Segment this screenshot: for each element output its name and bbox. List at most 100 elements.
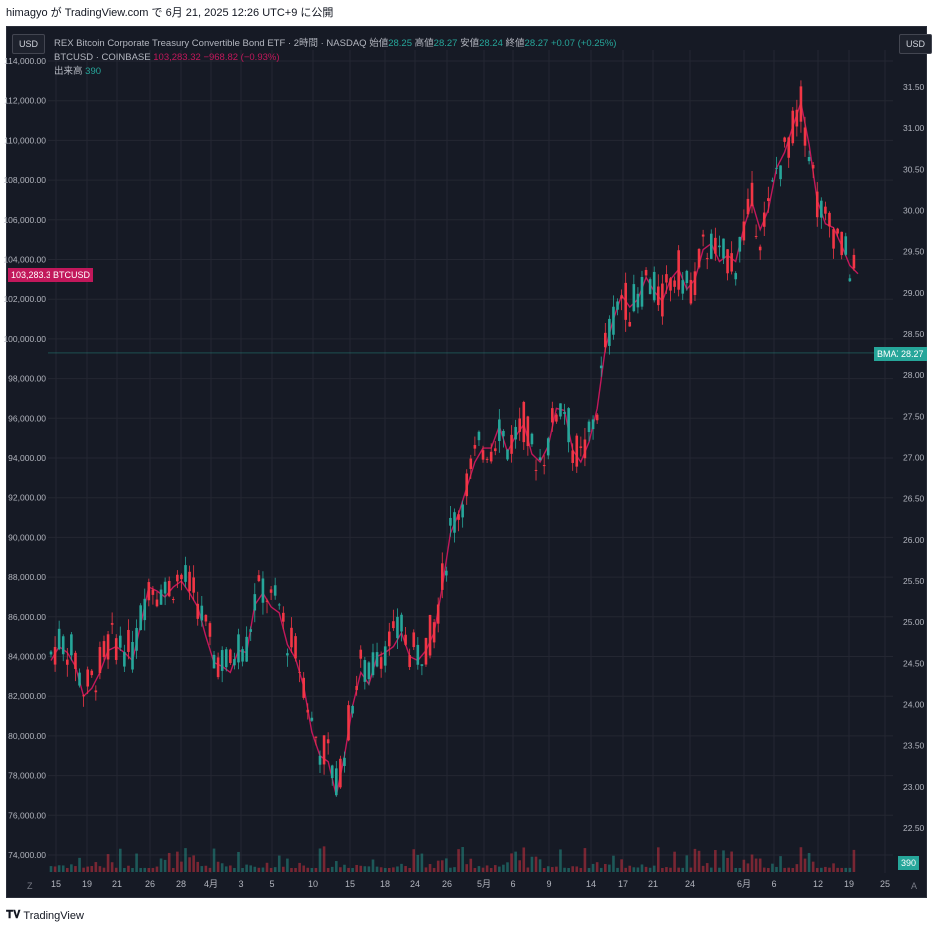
candle-body — [652, 271, 656, 301]
candle-body — [685, 270, 689, 284]
x-axis-tick: 26 — [442, 879, 452, 889]
left-unit-button[interactable]: USD — [12, 34, 46, 54]
x-axis-tick: 6月 — [737, 879, 751, 889]
right-axis-tick: 26.50 — [903, 494, 925, 504]
volume-bar — [326, 867, 330, 872]
btc-line — [50, 99, 859, 796]
candle-body — [265, 600, 269, 602]
candle-body — [498, 419, 501, 442]
volume-bar — [811, 861, 815, 872]
candle-body — [420, 664, 424, 666]
candle-body — [669, 278, 672, 291]
candle-body — [599, 365, 603, 369]
volume-bar — [196, 861, 200, 872]
volume-bar — [220, 863, 224, 872]
candle-body — [188, 571, 191, 592]
volume-bar — [335, 861, 338, 872]
volume-bar — [180, 861, 183, 872]
volume-bar — [212, 848, 216, 872]
candle-body — [632, 284, 636, 312]
volume-bar — [526, 867, 530, 872]
candle-body — [208, 623, 212, 637]
x-axis-tick: 18 — [380, 879, 390, 889]
candle-body — [94, 690, 98, 693]
volume-bar — [538, 859, 542, 872]
volume-bar — [347, 867, 350, 872]
volume-bar — [758, 858, 762, 872]
legend-open-value: 28.25 — [388, 38, 412, 49]
x-axis-tick: 6 — [510, 879, 515, 889]
volume-bar — [559, 849, 562, 872]
legend-close-value: 28.27 — [524, 38, 549, 49]
candle-body — [530, 433, 534, 445]
candle-body — [542, 464, 546, 467]
chart-legend: REX Bitcoin Corporate Treasury Convertib… — [54, 37, 616, 79]
x-axis-tick: 19 — [844, 879, 854, 889]
x-axis-tick: 5 — [269, 879, 274, 889]
volume-bar — [673, 851, 676, 872]
volume-bar — [314, 867, 318, 872]
volume-bar — [640, 864, 644, 872]
candle-body — [620, 295, 623, 299]
candle-body — [302, 677, 305, 698]
volume-bar — [530, 856, 534, 872]
candle-body — [269, 589, 273, 593]
candle-body — [750, 182, 754, 207]
volume-bar — [579, 867, 583, 872]
volume-bar — [591, 863, 595, 872]
right-axis-tick: 27.50 — [903, 411, 925, 421]
candle-body — [665, 274, 668, 283]
candle-body — [432, 622, 436, 643]
candle-body — [775, 167, 778, 169]
candle-body — [815, 191, 819, 218]
candle-body — [53, 646, 57, 665]
volume-bar — [216, 861, 220, 872]
volume-bar — [648, 867, 652, 872]
volume-bar — [546, 866, 550, 872]
volume-bar — [139, 867, 142, 872]
candle-body — [367, 662, 371, 680]
left-axis-tick: 98,000.00 — [8, 374, 46, 384]
candle-body — [131, 641, 134, 670]
candle-body — [848, 278, 852, 282]
candle-body — [673, 280, 676, 287]
tradingview-logo[interactable]: 𝐓𝐕 TradingView — [6, 909, 84, 922]
volume-bar — [253, 866, 257, 872]
x-axis-tick: 25 — [880, 879, 890, 889]
left-axis-tick: 74,000.00 — [8, 850, 46, 860]
candle-body — [61, 636, 65, 655]
volume-bar — [714, 850, 717, 872]
volume-bar — [848, 867, 852, 872]
volume-bar — [697, 850, 701, 872]
candle-body — [237, 634, 240, 663]
candle-body — [371, 652, 375, 676]
btc-price-badge: 103,283.32 — [8, 268, 60, 282]
candle-body — [229, 649, 232, 663]
candle-body — [98, 647, 102, 673]
candle-body — [852, 254, 856, 269]
zoom-button[interactable]: Z — [27, 881, 33, 891]
candle-body — [502, 430, 505, 437]
volume-bar — [779, 856, 782, 872]
candle-body — [449, 517, 452, 526]
tv-logo-text: TradingView — [23, 909, 84, 922]
candle-body — [359, 649, 363, 659]
candle-body — [400, 614, 403, 632]
right-unit-button[interactable]: USD — [899, 34, 933, 54]
candle-body — [551, 408, 554, 423]
volume-bar — [257, 867, 261, 872]
volume-bar — [277, 855, 281, 872]
x-axis-tick: 15 — [51, 879, 61, 889]
x-axis-tick: 26 — [145, 879, 155, 889]
volume-bar — [836, 867, 839, 872]
volume-bar — [123, 867, 126, 872]
auto-scale-button[interactable]: A — [911, 881, 918, 891]
candle-body — [787, 137, 791, 158]
x-axis-tick: 3 — [238, 879, 243, 889]
candle-body — [469, 458, 473, 469]
volume-bar — [318, 848, 322, 872]
candle-body — [123, 652, 126, 667]
x-axis-tick: 28 — [176, 879, 186, 889]
btc-label-badge-text: BTCUSD — [53, 270, 91, 280]
